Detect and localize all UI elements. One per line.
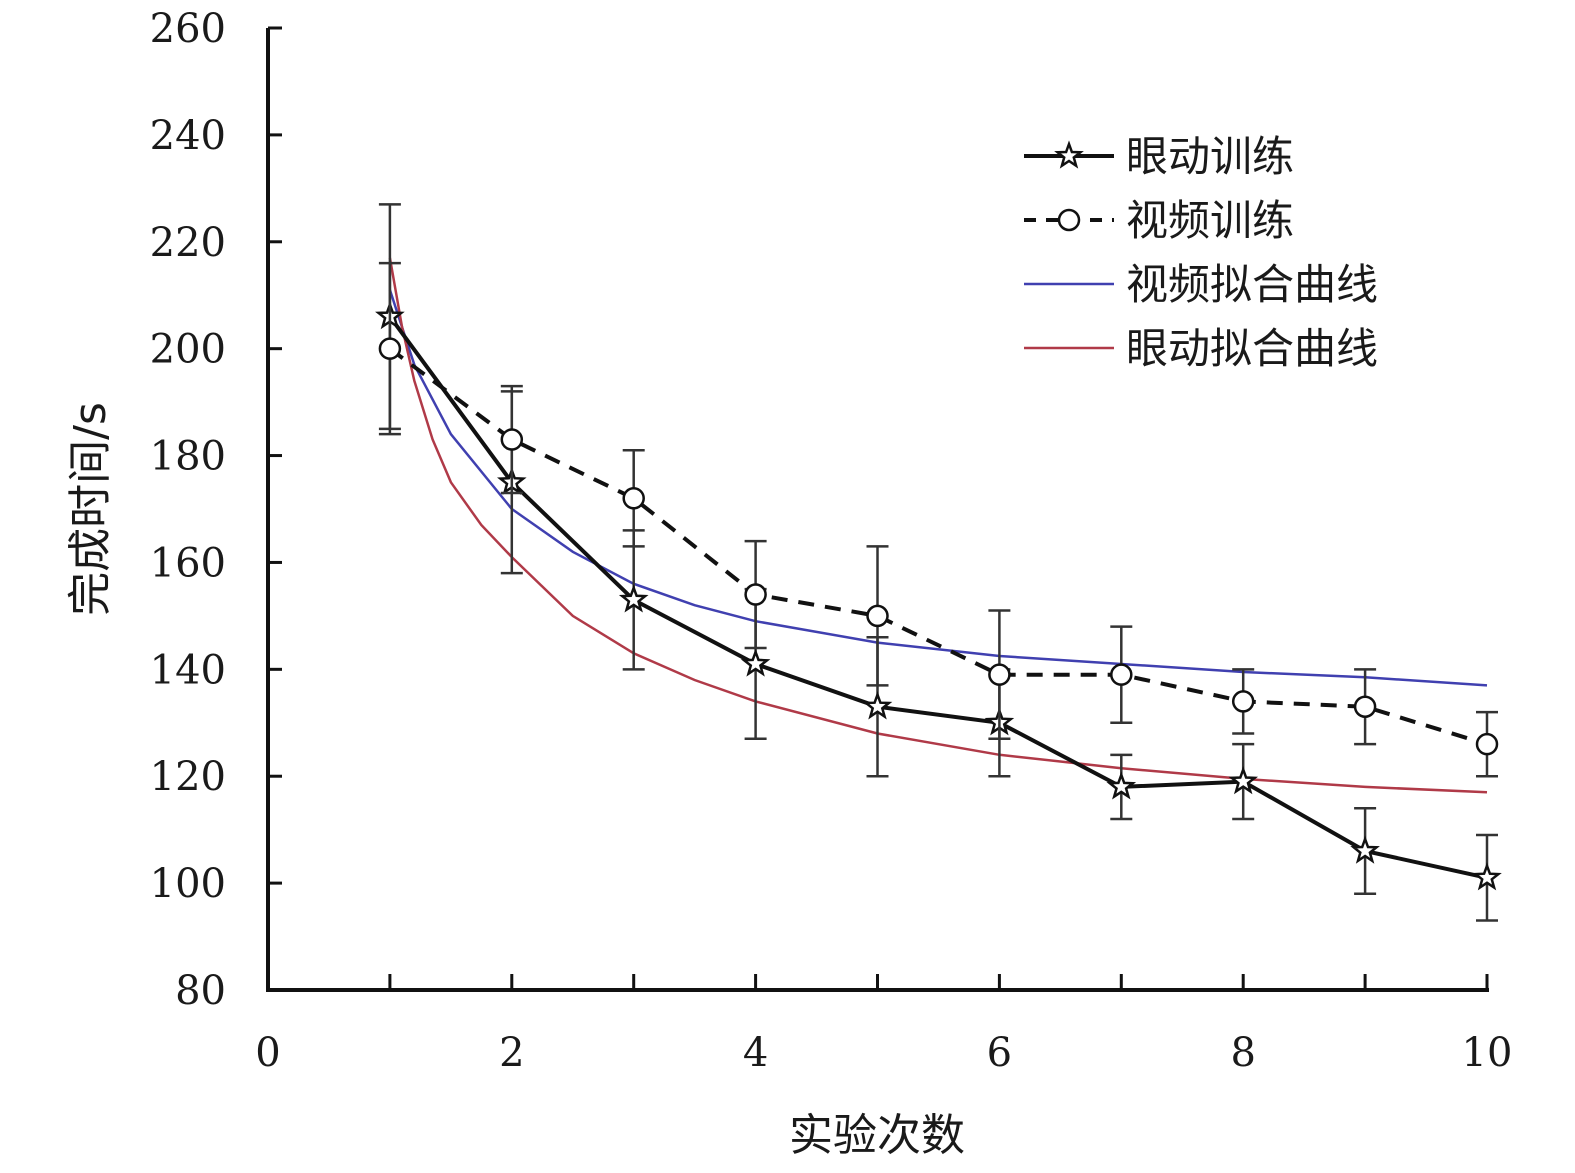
y-tick-label: 140: [150, 647, 226, 693]
x-tick-label: 4: [743, 1030, 768, 1076]
video-training-point: [500, 428, 524, 451]
y-tick-label: 180: [150, 434, 226, 480]
legend-swatch-marker: [1057, 208, 1081, 232]
x-tick-label: 6: [987, 1030, 1012, 1076]
eye-training-point: [1350, 835, 1380, 864]
video-training-line: [388, 347, 1488, 747]
legend-video-fit: 视频拟合曲线: [1024, 260, 1378, 309]
legend-label: 视频拟合曲线: [1126, 260, 1378, 309]
y-tick-label: 80: [175, 968, 226, 1014]
y-axis-title: 完成时间/s: [65, 402, 116, 616]
y-tick-label: 160: [150, 540, 226, 586]
video-training-point: [744, 583, 767, 606]
video-training-point: [1475, 732, 1499, 756]
y-tick-label: 220: [150, 220, 226, 266]
x-axis-title: 实验次数: [789, 1110, 965, 1161]
y-tick-label: 200: [150, 327, 226, 373]
eye-training-point: [1228, 765, 1259, 795]
eye-training-point: [862, 691, 893, 720]
eye-training-point: [740, 648, 771, 677]
x-tick-label: 8: [1230, 1030, 1255, 1076]
video-fit-curve: [388, 289, 1488, 687]
x-tick-label: 2: [499, 1030, 524, 1076]
legend-label: 视频训练: [1126, 196, 1294, 245]
video-training-point: [1110, 663, 1133, 686]
legend-eye-fit: 眼动拟合曲线: [1024, 324, 1378, 373]
legend-video-training: 视频训练: [1024, 196, 1294, 245]
video-training-point: [866, 604, 889, 628]
video-training-point: [1231, 690, 1255, 713]
eye-training-point: [1472, 862, 1502, 891]
eye-training-point: [1106, 771, 1137, 800]
y-tick-label: 100: [150, 861, 226, 907]
y-tick-label: 260: [150, 6, 226, 52]
plot-area: 80 100 120 140 160 180 200 220 240 260 0 2 4 6 8 10: [150, 6, 1513, 1076]
video-training-point: [622, 487, 645, 510]
eye-training-point: [618, 584, 649, 613]
y-tick-label: 240: [150, 113, 226, 159]
video-training-point: [988, 663, 1011, 686]
y-tick-label: 120: [150, 754, 226, 800]
video-training-point: [378, 337, 402, 360]
video-training-point: [1353, 695, 1377, 718]
legend-label: 眼动训练: [1126, 132, 1294, 181]
legend-label: 眼动拟合曲线: [1126, 324, 1378, 373]
eye-training-line: [388, 315, 1488, 880]
legend-eye-training: 眼动训练: [1024, 132, 1294, 181]
legend-swatch-marker: [1054, 140, 1084, 169]
x-tick-label: 0: [255, 1030, 280, 1076]
x-tick-label: 10: [1462, 1030, 1513, 1076]
